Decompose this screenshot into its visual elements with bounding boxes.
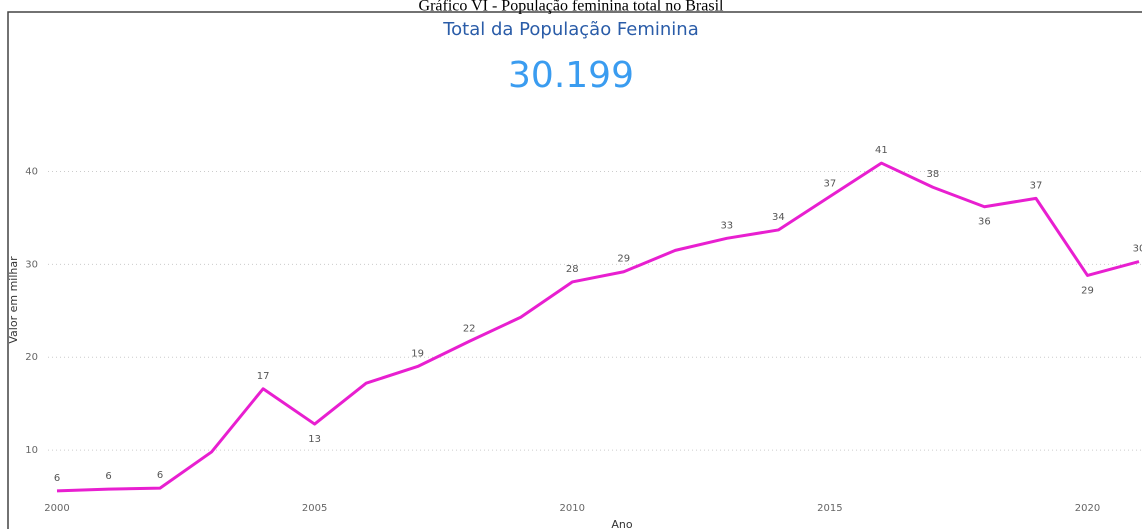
line (56, 161, 1140, 493)
kpi-value: 30.199 (508, 55, 634, 96)
x-tick-label: 2000 (44, 503, 69, 514)
y-tick-label: 40 (25, 166, 38, 177)
data-label: 37 (823, 179, 836, 190)
x-tick-label: 2010 (560, 503, 585, 514)
data-label: 29 (617, 254, 630, 265)
x-tick-label: 2005 (302, 503, 327, 514)
frame (7, 11, 1142, 529)
x-axis-label: Ano (611, 518, 632, 529)
x-tick-label: 2015 (817, 503, 842, 514)
y-tick-label: 20 (25, 352, 38, 363)
data-label: 36 (978, 217, 991, 228)
data-label: 30 (1133, 244, 1142, 255)
data-label: 38 (927, 169, 940, 180)
data-label: 19 (411, 348, 424, 359)
data-label: 17 (257, 371, 270, 382)
data-label: 6 (157, 470, 163, 481)
data-label: 37 (1030, 180, 1043, 191)
data-label: 6 (105, 471, 111, 482)
data-label: 33 (720, 220, 733, 231)
data-label: 13 (308, 434, 321, 445)
kpi-label: Total da População Feminina (442, 19, 699, 40)
y-tick-label: 30 (25, 259, 38, 270)
data-label: 6 (54, 473, 60, 484)
x-tick-label: 2020 (1075, 503, 1100, 514)
chart-title: Gráfico VI - População feminina total no… (419, 0, 725, 15)
data-label: 28 (566, 264, 579, 275)
data-label: 22 (463, 323, 476, 334)
data-label: 29 (1081, 285, 1094, 296)
y-tick-label: 10 (25, 445, 38, 456)
y-axis-label: Valor em milhar (7, 256, 20, 344)
data-label: 34 (772, 212, 785, 223)
data-label: 41 (875, 145, 888, 156)
